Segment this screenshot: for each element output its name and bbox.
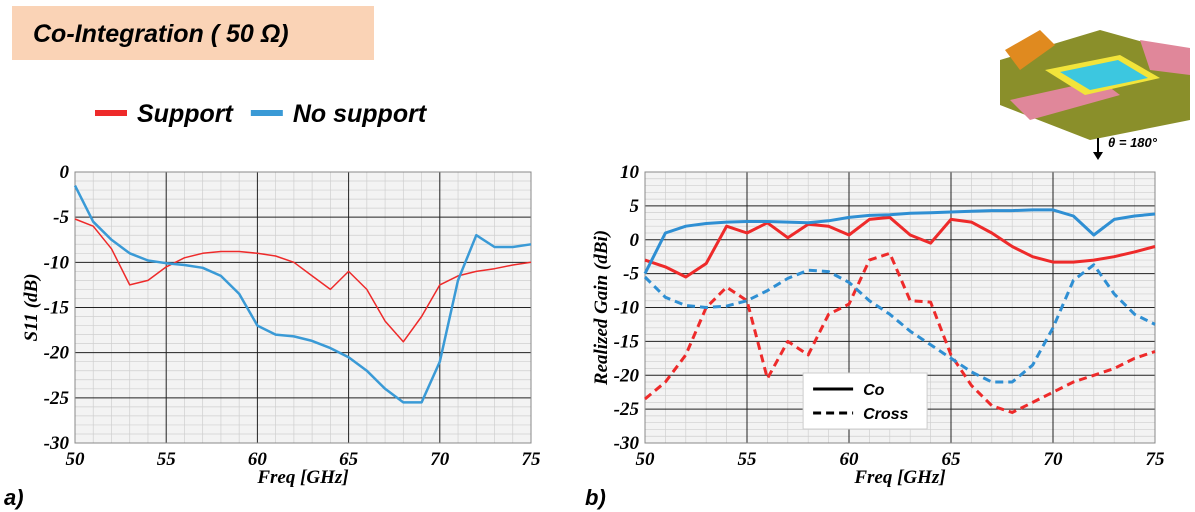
- plot-frame: [74, 171, 532, 444]
- x-tick-label: 50: [636, 449, 656, 470]
- y-tick-label: -30: [44, 433, 70, 454]
- series-line: [73, 185, 532, 404]
- y-tick-label: -30: [614, 433, 640, 454]
- x-axis-label: Freq [GHz]: [256, 467, 348, 488]
- y-tick-label: -20: [44, 343, 70, 364]
- series-line: [74, 218, 532, 343]
- y-tick-label: 0: [630, 230, 640, 251]
- x-tick-label: 55: [157, 449, 177, 470]
- y-tick-label: -15: [614, 331, 640, 352]
- x-tick-label: 60: [840, 449, 860, 470]
- y-tick-label: 5: [630, 196, 640, 217]
- x-tick-label: 70: [430, 449, 450, 470]
- legend-label: Support: [137, 100, 234, 128]
- y-tick-label: -15: [44, 298, 70, 319]
- x-tick-label: 65: [942, 449, 962, 470]
- x-tick-label: 75: [522, 449, 542, 470]
- series-line: [643, 263, 1156, 384]
- y-axis-label: Realized Gain (dBi): [591, 230, 612, 386]
- plot-frame: [644, 171, 1156, 444]
- style-legend-box: [802, 372, 928, 430]
- y-tick-label: -10: [44, 252, 70, 273]
- y-tick-label: -20: [614, 365, 640, 386]
- y-tick-label: -5: [623, 264, 639, 285]
- panel-label: b): [585, 485, 606, 510]
- inset-label: θ = 180°: [1108, 135, 1158, 150]
- series-line: [644, 251, 1156, 414]
- style-legend-label: Co: [863, 382, 885, 399]
- x-tick-label: 70: [1044, 449, 1064, 470]
- x-tick-label: 50: [66, 449, 86, 470]
- series-line: [644, 215, 1156, 279]
- y-tick-label: -5: [53, 207, 69, 228]
- legend-label: No support: [293, 100, 428, 128]
- y-axis-label: S11 (dB): [21, 273, 42, 341]
- y-tick-label: 10: [620, 162, 640, 183]
- y-tick-label: 0: [60, 162, 70, 183]
- title-box: [12, 6, 374, 60]
- x-tick-label: 60: [248, 449, 268, 470]
- x-tick-label: 55: [738, 449, 758, 470]
- x-tick-label: 75: [1146, 449, 1166, 470]
- figure-title: Co-Integration ( 50 Ω): [33, 20, 289, 48]
- inset: θ = 180°: [1000, 30, 1190, 160]
- style-legend-label: Cross: [863, 406, 908, 423]
- series-line: [643, 208, 1156, 275]
- y-tick-label: -10: [614, 298, 640, 319]
- y-tick-label: -25: [614, 399, 640, 420]
- y-tick-label: -25: [44, 388, 70, 409]
- panel-label: a): [4, 485, 24, 510]
- x-axis-label: Freq [GHz]: [853, 467, 945, 488]
- x-tick-label: 65: [339, 449, 359, 470]
